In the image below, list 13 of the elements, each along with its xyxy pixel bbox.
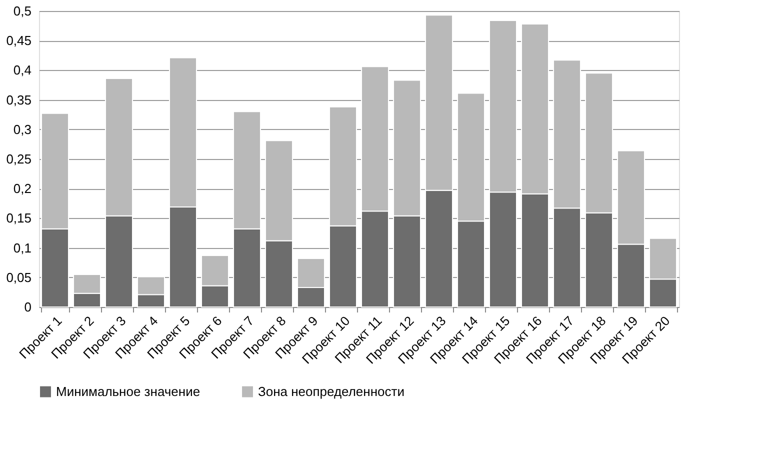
legend-label: Минимальное значение: [56, 384, 200, 399]
y-tick-label: 0,5: [13, 4, 32, 18]
y-tick-label: 0,2: [13, 181, 32, 196]
y-tick-label: 0,05: [6, 270, 32, 285]
y-tick-label: 0: [24, 300, 32, 314]
y-tick-label: 0,3: [13, 122, 32, 137]
y-tick-label: 0,15: [6, 210, 32, 226]
y-tick-label: 0,4: [13, 62, 32, 78]
legend-label: Зона неопределенности: [258, 384, 404, 399]
y-tick-label: 0,1: [13, 240, 32, 256]
y-tick-label: 0,35: [6, 92, 32, 108]
y-tick-label: 0,25: [6, 152, 32, 166]
y-tick-label: 0,45: [6, 33, 32, 48]
